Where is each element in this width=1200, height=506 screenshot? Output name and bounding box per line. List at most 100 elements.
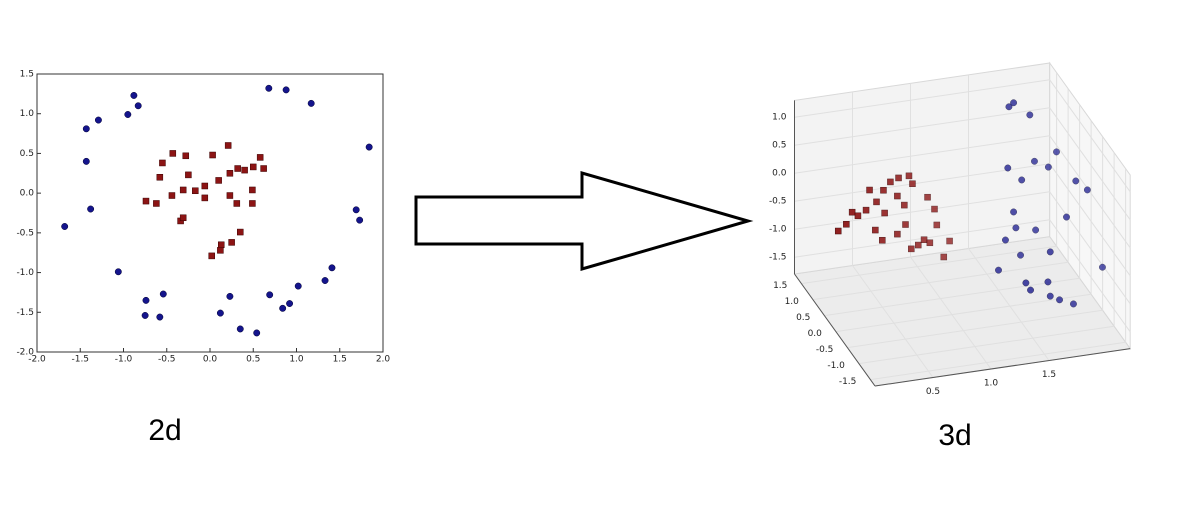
grid-line [794,191,1050,230]
point [1027,286,1034,294]
grid-line [1049,219,1131,333]
point [1046,292,1054,300]
point [1010,99,1018,107]
point [253,329,261,337]
x-tick-label: 2.0 [376,355,391,365]
y-tick-label: 0.0 [808,329,823,339]
point [321,277,329,284]
point [356,216,364,224]
grid-line [794,79,1050,118]
point [216,309,224,317]
point [1004,164,1012,172]
point [114,268,122,276]
point [920,236,928,243]
point [901,201,908,209]
point [1018,176,1026,184]
x-tick-label: 0.5 [246,355,260,365]
point [1063,213,1070,221]
point [209,151,216,159]
point [926,239,934,247]
point [862,206,870,214]
point [1031,157,1038,165]
point [902,221,909,228]
x-tick-label: -0.5 [158,355,176,365]
point [250,163,257,171]
point [179,214,187,222]
point [365,143,373,151]
point [1005,103,1013,111]
y-tick-label: 0.5 [20,149,34,159]
point [124,111,132,118]
grid-line [835,293,1092,333]
y-tick-label: 1.5 [773,281,787,291]
point [1072,177,1080,185]
grid-line [1049,79,1131,193]
point [241,166,248,174]
point [1032,226,1040,234]
point [1083,186,1091,194]
y-tick-label: -1.0 [16,268,34,278]
point [1026,111,1034,119]
x-tick-label: 1.0 [984,379,999,389]
point [201,182,209,190]
point [224,142,232,149]
y-tick-label: -0.5 [16,228,34,238]
point [1022,279,1030,287]
point [282,86,290,94]
point [931,205,938,213]
point [1044,163,1052,171]
y-tick-label: -0.5 [816,345,834,355]
point [182,152,190,160]
grid-line [794,135,1050,174]
point [909,180,916,187]
point [872,226,879,234]
grid-line [1049,163,1131,277]
point [142,296,150,304]
point [179,186,187,194]
point [328,264,336,272]
z-tick-label: 0.0 [772,169,787,179]
point [249,200,256,207]
point [249,186,256,194]
grid-line [968,248,1050,361]
point [237,228,244,236]
x-tick-label: 1.0 [289,355,304,365]
point [159,290,167,298]
point [61,223,69,230]
point [294,282,302,290]
grid-line [852,265,934,378]
point [142,197,150,205]
x-tick-label: 1.5 [333,355,347,365]
point [880,186,887,194]
y-tick-label: 1.5 [20,70,34,80]
point [1056,296,1063,304]
point [265,84,273,92]
point [905,172,913,180]
point [895,174,902,182]
point [279,304,287,312]
point [82,157,90,165]
y-tick-label: 1.0 [785,297,800,307]
point [256,154,264,161]
point [879,236,886,244]
y-tick-label: 0.0 [20,189,35,199]
point [134,102,142,110]
point [168,192,176,199]
point [226,292,234,300]
side-pane [1049,61,1131,351]
grid-line [794,107,1050,146]
z-tick-label: -0.5 [769,197,787,207]
point [866,186,873,194]
point [234,165,241,172]
grid-line [910,256,992,370]
point [1012,224,1020,232]
point [286,300,294,307]
point [352,206,360,214]
axis-line [794,273,876,387]
x-tick-label: 0.0 [203,355,218,365]
point [915,241,922,249]
point [843,220,850,228]
x-tick-label: -1.5 [71,355,89,365]
point [141,312,149,319]
